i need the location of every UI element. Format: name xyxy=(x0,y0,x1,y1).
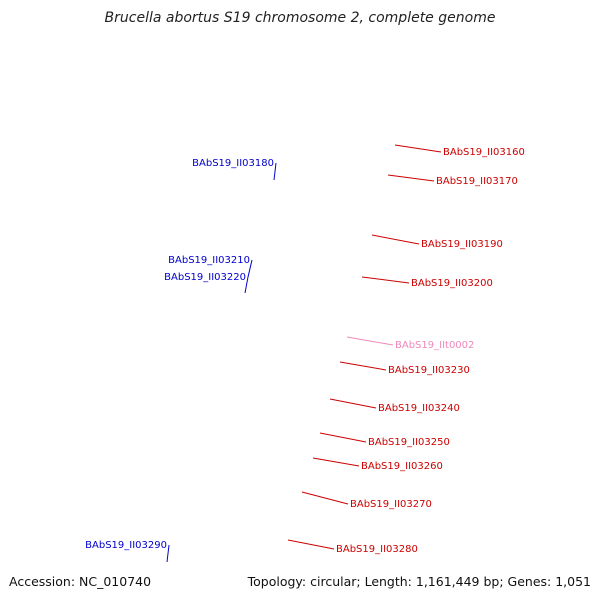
gene-label: BAbS19_II03260 xyxy=(361,461,443,472)
leader-line xyxy=(339,361,387,371)
gene-label: BAbS19_II03290 xyxy=(85,540,167,551)
leader-line xyxy=(247,259,253,278)
gene-label: BAbS19_II03160 xyxy=(443,147,525,158)
genome-stats-text: Topology: circular; Length: 1,161,449 bp… xyxy=(247,574,591,589)
gene-label: BAbS19_II03170 xyxy=(436,176,518,187)
accession-text: Accession: NC_010740 xyxy=(9,574,151,589)
leader-line xyxy=(371,234,420,245)
gene-label: BAbS19_IIt0002 xyxy=(395,340,474,351)
gene-label: BAbS19_II03250 xyxy=(368,437,450,448)
gene-label: BAbS19_II03230 xyxy=(388,365,470,376)
gene-label: BAbS19_II03280 xyxy=(336,544,418,555)
leader-line xyxy=(394,144,442,153)
leader-line xyxy=(287,539,335,550)
leader-line xyxy=(301,491,349,505)
gene-label: BAbS19_II03180 xyxy=(192,158,274,169)
gene-label: BAbS19_II03210 xyxy=(168,255,250,266)
leader-line xyxy=(329,398,377,409)
gene-label: BAbS19_II03240 xyxy=(378,403,460,414)
gene-label: BAbS19_II03190 xyxy=(421,239,503,250)
label-leader-lines xyxy=(166,144,442,563)
leader-line xyxy=(273,162,277,181)
leader-line xyxy=(387,174,435,182)
map-title: Brucella abortus S19 chromosome 2, compl… xyxy=(105,10,496,26)
leader-line xyxy=(166,544,170,563)
gene-labels: BAbS19_II03160 BAbS19_II03170 BAbS19_II031… xyxy=(85,147,525,555)
gene-label: BAbS19_II03270 xyxy=(350,499,432,510)
leader-line xyxy=(346,336,394,346)
leader-line xyxy=(361,276,410,284)
gene-label: BAbS19_II03220 xyxy=(164,272,246,283)
gene-label: BAbS19_II03200 xyxy=(411,278,493,289)
leader-line xyxy=(244,276,249,294)
leader-line xyxy=(312,457,360,467)
leader-line xyxy=(319,432,367,443)
